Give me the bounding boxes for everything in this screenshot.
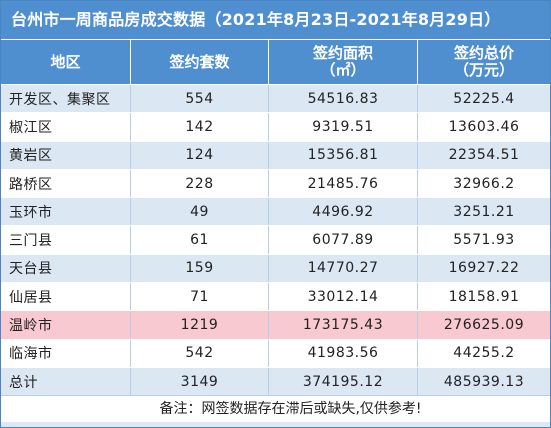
header-units: 签约套数 [131,40,269,84]
cell-area: 374195.12 [269,367,418,396]
cell-units: 542 [131,339,269,367]
table-header: 地区 签约套数 签约面积 （㎡） 签约总价 （万元） [1,39,550,84]
table-row: 天台县 159 14770.27 16927.22 [1,253,550,283]
header-price-unit: （万元） [453,61,514,79]
cell-units: 554 [131,85,269,113]
cell-units: 159 [131,254,269,283]
header-region-label: 地区 [50,52,81,71]
cell-units: 49 [131,198,269,226]
cell-price: 16927.22 [448,260,520,277]
cell-region: 三门县 [1,226,131,254]
cell-units: 71 [131,283,269,311]
table-row: 开发区、集聚区 554 54516.83 52225.4 [1,84,550,113]
cell-region: 路桥区 [1,169,131,198]
cell-region: 临海市 [1,339,131,367]
header-region: 地区 [1,40,131,84]
cell-area: 4496.92 [269,198,418,226]
cell-region: 玉环市 [1,198,131,226]
cell-area: 9319.51 [269,113,418,141]
cell-region: 开发区、集聚区 [1,85,131,113]
cell-units: 3149 [131,367,269,396]
cell-area: 15356.81 [269,141,418,169]
header-area-unit: （㎡） [320,61,366,79]
cell-area: 21485.76 [269,169,418,198]
table-row: 玉环市 49 4496.92 3251.21 [1,197,550,226]
cell-region: 仙居县 [1,283,131,311]
cell-price: 52225.4 [453,90,515,107]
table-row: 临海市 542 41983.56 44255.2 [1,338,550,367]
header-area-label: 签约面积 [312,44,373,62]
cell-price: 32966.2 [453,175,515,192]
table-row: 椒江区 142 9319.51 13603.46 [1,112,550,141]
cell-area: 173175.43 [269,311,418,339]
cell-units: 142 [131,113,269,141]
cell-price: 13603.46 [448,118,520,135]
cell-area: 33012.14 [269,283,418,311]
cell-price: 276625.09 [443,317,525,334]
header-area: 签约面积 （㎡） [269,40,418,84]
cell-region: 椒江区 [1,113,131,141]
header-units-label: 签约套数 [169,52,230,71]
cell-price: 18158.91 [448,288,520,305]
table-row: 三门县 61 6077.89 5571.93 [1,225,550,254]
footnote: 备注：网签数据存在滞后或缺失,仅供参考! [1,395,550,423]
cell-units: 1219 [131,311,269,339]
table-row-highlighted: 温岭市 1219 173175.43 276625.09 [1,310,550,339]
cell-price: 485939.13 [443,373,525,390]
header-price: 签约总价 （万元） [418,40,550,84]
cell-units: 228 [131,169,269,198]
table-row: 黄岩区 124 15356.81 22354.51 [1,140,550,169]
cell-price: 3251.21 [453,203,515,220]
cell-units: 124 [131,141,269,169]
cell-price: 44255.2 [453,345,515,362]
cell-region: 黄岩区 [1,141,131,169]
cell-price: 22354.51 [448,147,520,164]
cell-area: 6077.89 [269,226,418,254]
table-row-total: 总计 3149 374195.12 485939.13 [1,366,550,396]
cell-price: 5571.93 [453,232,515,249]
cell-region: 天台县 [1,254,131,283]
table-row: 仙居县 71 33012.14 18158.91 [1,282,550,311]
table-body: 开发区、集聚区 554 54516.83 52225.4 椒江区 142 931… [1,84,550,396]
header-price-label: 签约总价 [453,44,514,62]
cell-area: 54516.83 [269,85,418,113]
cell-units: 61 [131,226,269,254]
cell-region: 温岭市 [1,311,131,339]
table-row: 路桥区 228 21485.76 32966.2 [1,168,550,198]
cell-area: 41983.56 [269,339,418,367]
table-title: 台州市一周商品房成交数据（2021年8月23日-2021年8月29日） [1,1,550,39]
cell-area: 14770.27 [269,254,418,283]
cell-region: 总计 [1,367,131,396]
